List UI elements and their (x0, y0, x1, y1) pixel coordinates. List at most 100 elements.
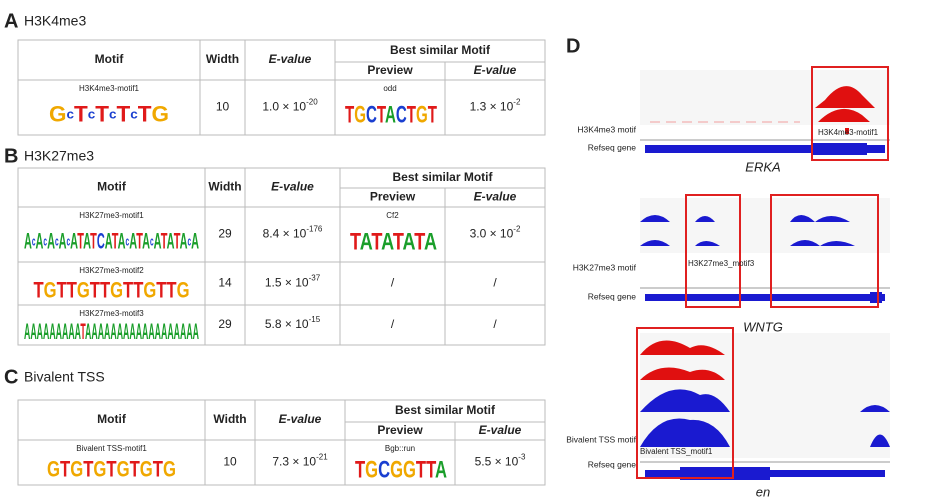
logo-letter: A (191, 228, 199, 253)
header: E-value (479, 423, 522, 437)
e-base: 1.0 × 10 (262, 100, 306, 114)
logo-letter: T (83, 456, 94, 481)
logo-letter: T (136, 228, 143, 253)
e-value: 1.0 × 10-20 (262, 98, 318, 114)
e-value: / (493, 317, 497, 331)
logo-letter: G (44, 277, 57, 302)
logo-letter: C (378, 457, 390, 484)
sequence-logo: TGCGGTTA (355, 457, 447, 484)
e-exp: -2 (513, 225, 521, 234)
logo-letter: T (166, 277, 177, 302)
logo-letter: A (118, 228, 126, 253)
logo-letter: T (95, 101, 109, 126)
e-value: 1.3 × 10-2 (470, 98, 521, 114)
e-value: 5.5 × 10-3 (475, 453, 526, 469)
logo-letter: A (403, 229, 416, 256)
header: E-value (474, 63, 517, 77)
logo-letter: A (154, 228, 162, 253)
logo-letter: T (153, 456, 164, 481)
logo-letter: A (62, 319, 68, 344)
gene-name: ERKA (745, 159, 780, 174)
logo-letter: A (123, 319, 129, 344)
e-value: 1.5 × 10-37 (265, 274, 321, 290)
logo-letter: G (152, 101, 169, 126)
header: Width (213, 412, 246, 426)
width: 14 (218, 276, 232, 290)
logo-letter: A (98, 319, 104, 344)
logo-letter: G (365, 457, 378, 484)
table-border (17, 399, 546, 486)
logo-letter: G (403, 457, 416, 484)
logo-letter: A (49, 319, 55, 344)
motif-name: Bivalent TSS-motif1 (76, 444, 147, 453)
motif-label: Bivalent TSS_motif1 (640, 447, 713, 456)
logo-letter: T (355, 457, 365, 484)
logo-letter: A (37, 319, 43, 344)
logo-letter: T (414, 229, 425, 256)
similar-name: / (391, 317, 395, 331)
logo-letter: C (97, 228, 105, 253)
logo-letter: A (381, 229, 394, 256)
logo-letter: G (47, 456, 60, 481)
sequence-logo: GcTcTcTcTG (49, 101, 169, 126)
panel-title: Bivalent TSS (24, 369, 105, 385)
logo-letter: G (77, 277, 90, 302)
motif-name: H3K27me3-motif2 (79, 266, 144, 275)
width: 29 (218, 317, 232, 331)
logo-letter: T (123, 277, 134, 302)
logo-letter: A (70, 228, 78, 253)
logo-letter: A (161, 319, 167, 344)
track-label: Bivalent TSS motif (566, 434, 636, 444)
gene-name: WNTG (743, 319, 783, 334)
similar-name: / (391, 276, 395, 290)
logo-letter: T (426, 457, 436, 484)
logo-letter: G (390, 457, 403, 484)
logo-letter: T (106, 456, 117, 481)
width: 29 (218, 227, 232, 241)
logo-letter: G (49, 101, 66, 126)
logo-letter: A (180, 228, 188, 253)
logo-letter: c (150, 234, 154, 249)
logo-letter: A (136, 319, 142, 344)
similar-name: Bgb::run (385, 444, 415, 453)
logo-letter: A (68, 319, 74, 344)
logo-letter: A (180, 319, 186, 344)
panel-letter: A (4, 10, 18, 32)
logo-letter: G (140, 456, 153, 481)
logo-letter: A (167, 319, 173, 344)
logo-letter: C (366, 102, 377, 129)
logo-letter: A (56, 319, 62, 344)
logo-letter: T (138, 101, 152, 126)
logo-letter: c (130, 107, 138, 122)
e-value: 5.8 × 10-15 (265, 315, 321, 331)
logo-letter: A (105, 228, 113, 253)
logo-letter: A (129, 319, 135, 344)
header: E-value (269, 52, 312, 66)
sequence-logo: AcAcAcAcATATCATAcATAcATATAcA (24, 228, 199, 253)
e-base: 8.4 × 10 (263, 227, 307, 241)
logo-letter: A (30, 319, 36, 344)
header: Best similar Motif (390, 43, 491, 57)
logo-letter: c (109, 107, 117, 122)
logo-letter: A (360, 229, 373, 256)
logo-letter: c (55, 234, 59, 249)
e-value: 7.3 × 10-21 (272, 453, 328, 469)
e-base: 5.5 × 10 (475, 455, 519, 469)
e-value: / (493, 276, 497, 290)
logo-letter: G (177, 277, 190, 302)
logo-letter: A (129, 228, 137, 253)
header: Motif (97, 412, 127, 426)
header: E-value (474, 190, 517, 204)
table-border (17, 39, 546, 136)
logo-letter: T (90, 277, 101, 302)
logo-letter: A (83, 228, 91, 253)
logo-letter: T (156, 277, 167, 302)
motif-label: H3K27me3_motif3 (688, 259, 755, 268)
logo-letter: A (75, 319, 81, 344)
track-label: H3K27me3 motif (573, 262, 637, 272)
logo-letter: C (396, 102, 407, 129)
logo-letter: A (104, 319, 110, 344)
logo-letter: A (24, 228, 32, 253)
width: 10 (223, 455, 237, 469)
logo-letter: T (100, 277, 111, 302)
